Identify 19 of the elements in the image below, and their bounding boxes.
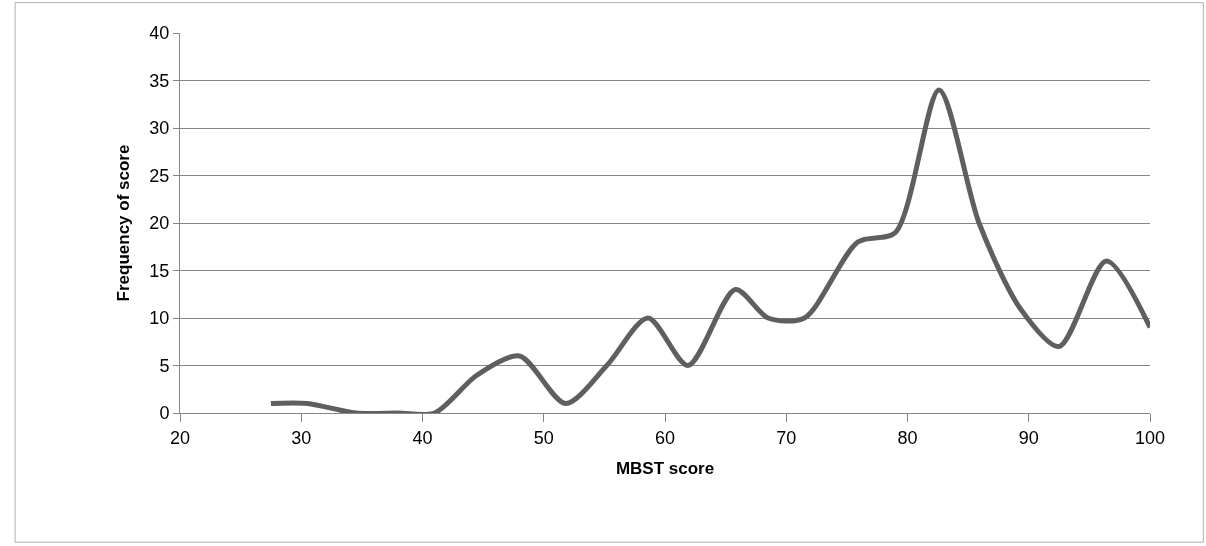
- x-tick-label: 40: [412, 427, 433, 448]
- y-tick-label: 20: [149, 213, 170, 234]
- y-axis-title: Frequency of score: [113, 144, 133, 302]
- x-tick-label: 30: [291, 427, 312, 448]
- y-tick-label: 15: [149, 260, 170, 281]
- x-tick-label: 70: [776, 427, 797, 448]
- y-tick-label: 40: [149, 23, 170, 44]
- y-tick-label: 30: [149, 118, 170, 139]
- x-axis-title: MBST score: [615, 459, 715, 478]
- y-tick-label: 10: [149, 308, 170, 329]
- y-tick-label: 0: [159, 403, 170, 424]
- y-tick-label: 5: [159, 355, 170, 376]
- x-tick-label: 60: [654, 427, 676, 448]
- x-tick-label: 90: [1018, 427, 1039, 448]
- y-tick-label: 35: [149, 70, 170, 91]
- x-tick-label: 50: [533, 427, 554, 448]
- y-tick-label: 25: [149, 165, 170, 186]
- x-tick-label: 100: [1134, 427, 1166, 448]
- x-tick-label: 80: [897, 427, 918, 448]
